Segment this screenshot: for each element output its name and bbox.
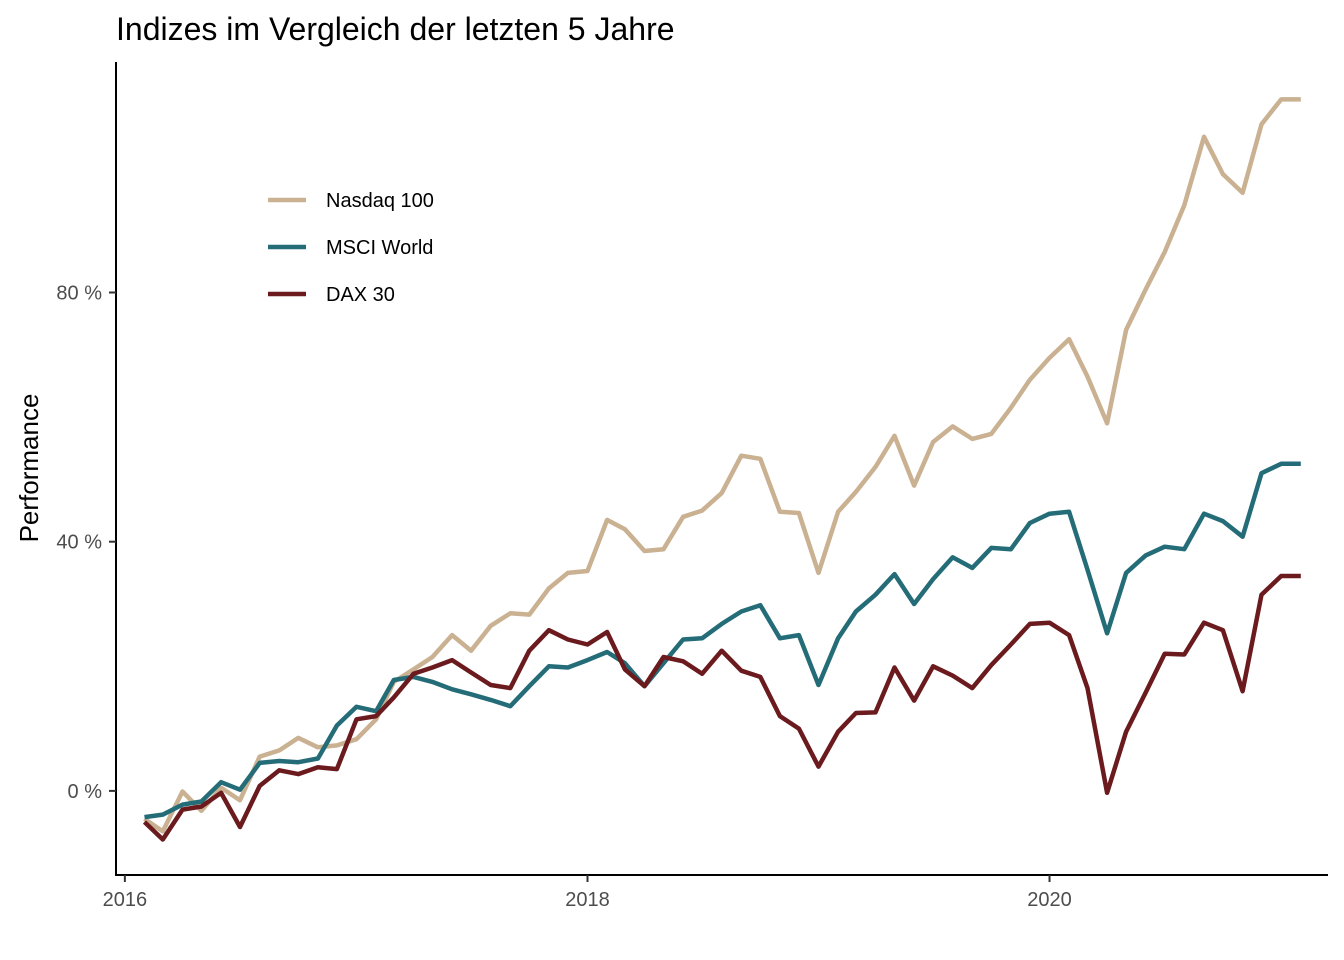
legend: Nasdaq 100 MSCI World DAX 30 [268, 190, 434, 306]
series-line-msci-world [144, 461, 1301, 820]
legend-label: DAX 30 [326, 284, 395, 306]
x-tick-label: 2018 [565, 889, 610, 911]
legend-label: MSCI World [326, 237, 433, 259]
chart-title: Indizes im Vergleich der letzten 5 Jahre [116, 11, 675, 47]
x-tick-label: 2020 [1027, 889, 1072, 911]
x-axis-ticks: 2016 2018 2020 [103, 875, 1072, 911]
y-tick-label: 40 % [56, 532, 102, 554]
y-tick-label: 80 % [56, 283, 102, 305]
series-line-dax-30 [142, 573, 1301, 842]
series-lines [142, 97, 1301, 842]
legend-label: Nasdaq 100 [326, 190, 434, 212]
y-axis-title: Performance [14, 394, 44, 543]
series-line-nasdaq-100 [143, 97, 1301, 834]
x-tick-label: 2016 [103, 889, 148, 911]
y-axis-ticks: 0 % 40 % 80 % [56, 283, 116, 803]
y-tick-label: 0 % [68, 781, 103, 803]
